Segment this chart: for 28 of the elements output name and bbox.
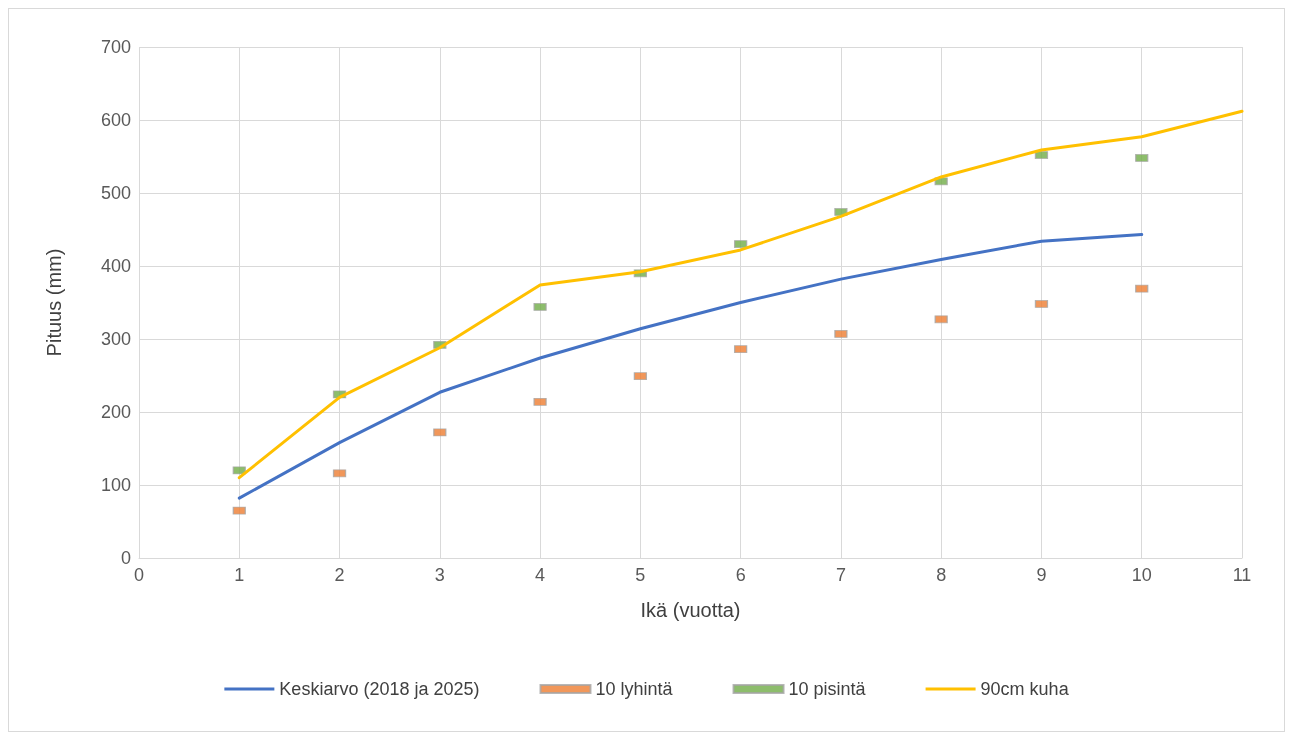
legend-label: 10 pisintä (788, 679, 867, 699)
y-tick-label: 100 (100, 475, 131, 495)
x-tick-label: 11 (1232, 565, 1252, 585)
x-tick-label: 1 (234, 565, 245, 585)
line-series (237, 109, 1244, 480)
line-series (237, 233, 1144, 500)
y-tick-label: 400 (100, 256, 131, 276)
x-tick-label: 0 (133, 565, 145, 585)
legend-label: 90cm kuha (980, 679, 1070, 699)
x-tick-label: 4 (535, 565, 546, 585)
x-axis-title: Ikä (vuotta) (640, 599, 741, 621)
x-tick-label: 2 (334, 565, 345, 585)
y-tick-label: 700 (100, 37, 131, 57)
y-tick-label: 600 (100, 110, 131, 130)
x-tick-label: 10 (1131, 565, 1152, 585)
x-tick-label: 3 (434, 565, 445, 585)
y-tick-label: 300 (100, 329, 131, 349)
y-axis-title: Pituus (mm) (43, 248, 65, 357)
x-tick-label: 6 (735, 565, 746, 585)
y-tick-label: 200 (100, 402, 131, 422)
x-tick-label: 8 (936, 565, 947, 585)
y-tick-label: 500 (100, 183, 131, 203)
x-tick-label: 7 (835, 565, 846, 585)
x-tick-label: 5 (635, 565, 646, 585)
legend-label: Keskiarvo (2018 ja 2025) (279, 679, 480, 699)
legend-label: 10 lyhintä (595, 679, 674, 699)
x-tick-label: 9 (1036, 565, 1047, 585)
y-tick-label: 0 (120, 548, 131, 568)
